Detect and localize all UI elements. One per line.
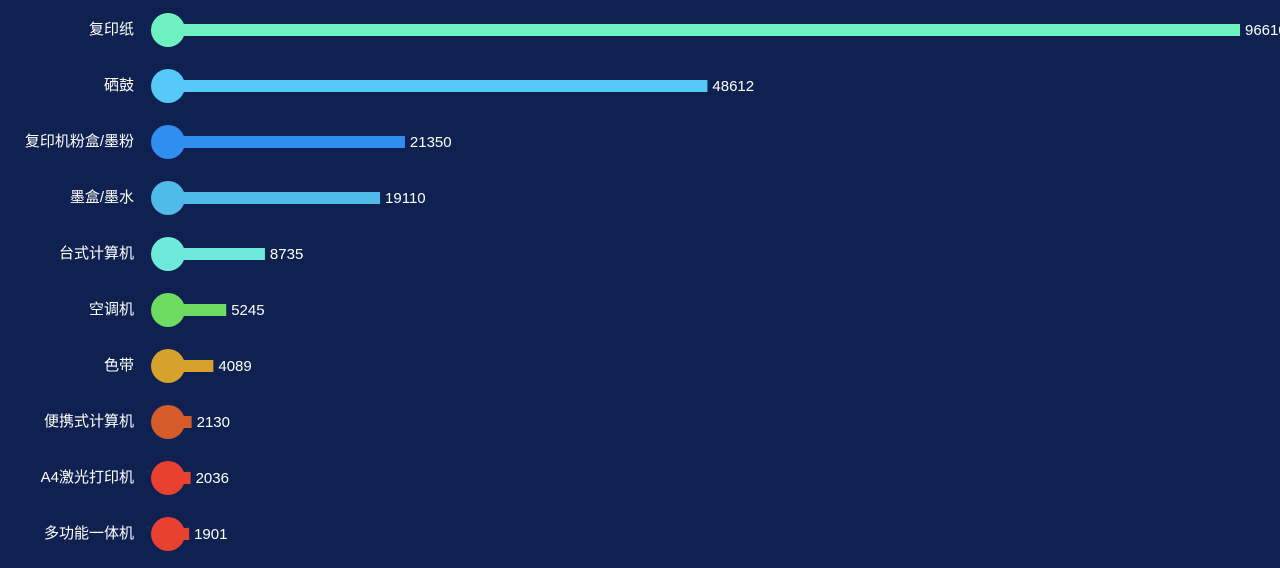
bar-cap xyxy=(151,293,185,327)
value-label: 48612 xyxy=(712,78,754,95)
bar-cap xyxy=(151,13,185,47)
value-label: 19110 xyxy=(385,190,426,207)
bar-cap xyxy=(151,181,185,215)
category-label: 色带 xyxy=(104,357,134,374)
bar-cap xyxy=(151,461,185,495)
category-label: 墨盒/墨水 xyxy=(70,189,134,206)
bar-cap xyxy=(151,125,185,159)
value-label: 96610 xyxy=(1245,22,1280,39)
value-label: 2036 xyxy=(196,470,229,487)
bar xyxy=(168,80,708,92)
bar xyxy=(168,192,381,204)
category-label: 复印机粉盒/墨粉 xyxy=(25,132,134,150)
category-label: 多功能一体机 xyxy=(44,525,134,542)
value-label: 1901 xyxy=(194,526,227,543)
value-label: 2130 xyxy=(197,414,230,431)
bar-cap xyxy=(151,405,185,439)
value-label: 8735 xyxy=(270,246,303,263)
category-label: 硒鼓 xyxy=(104,77,134,94)
bar xyxy=(168,248,265,260)
value-label: 5245 xyxy=(231,302,264,319)
bar-cap xyxy=(151,349,185,383)
category-label: 便携式计算机 xyxy=(44,412,134,430)
category-label: 台式计算机 xyxy=(59,244,134,262)
bar-cap xyxy=(151,237,185,271)
value-label: 4089 xyxy=(218,358,251,375)
value-label: 21350 xyxy=(410,134,452,151)
category-label: A4激光打印机 xyxy=(41,469,134,486)
category-label: 空调机 xyxy=(89,301,134,318)
bar-cap xyxy=(151,517,185,551)
bar xyxy=(168,24,1240,36)
category-label: 复印纸 xyxy=(89,20,134,38)
bar xyxy=(168,136,405,148)
bar-cap xyxy=(151,69,185,103)
